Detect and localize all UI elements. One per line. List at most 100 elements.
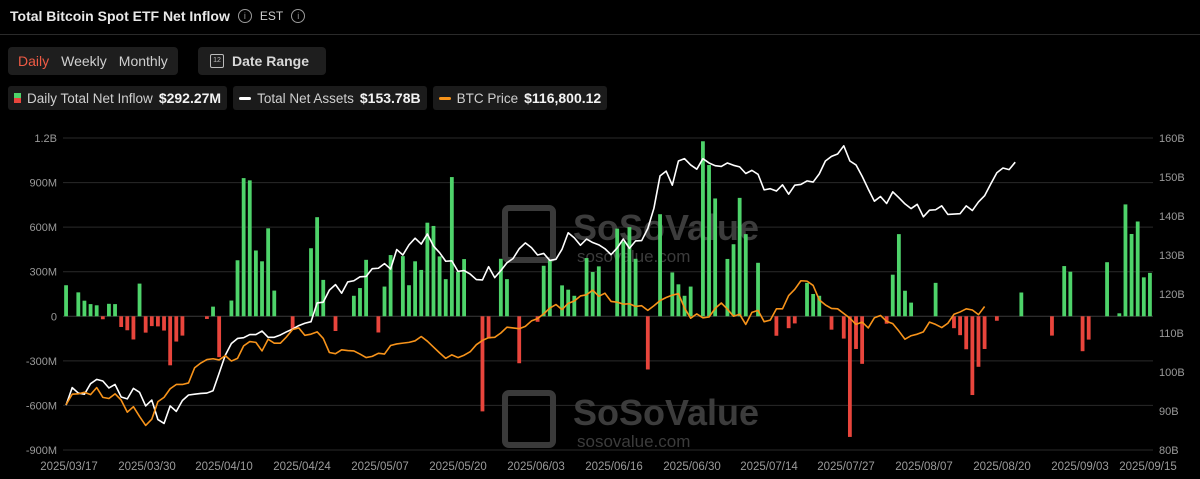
y-left-tick-label: 900M xyxy=(29,178,57,190)
x-tick-label: 2025/08/07 xyxy=(895,461,953,473)
watermark-logo-icon xyxy=(502,390,556,448)
watermark-site: sosovalue.com xyxy=(577,247,690,266)
x-tick-label: 2025/09/15 xyxy=(1119,461,1177,473)
inflow-bar xyxy=(933,282,938,317)
inflow-bar xyxy=(486,316,491,339)
inflow-bar xyxy=(1105,262,1109,317)
x-tick-label: 2025/04/24 xyxy=(273,461,331,473)
inflow-bar xyxy=(498,258,503,317)
inflow-bar xyxy=(645,316,650,370)
inflow-bar xyxy=(290,316,295,329)
y-left-tick-label: -900M xyxy=(26,445,57,457)
inflow-bar xyxy=(547,260,552,317)
x-tick-label: 2025/06/03 xyxy=(507,461,565,473)
y-right-tick-label: 80B xyxy=(1159,445,1179,457)
inflow-bar xyxy=(100,316,105,320)
inflow-bar xyxy=(321,279,326,317)
inflow-bar xyxy=(143,316,148,333)
bar-swatch-icon xyxy=(14,93,21,103)
y-right-tick-label: 110B xyxy=(1159,328,1184,340)
y-left-tick-label: -300M xyxy=(26,356,57,368)
inflow-bar xyxy=(437,256,442,317)
legend-value: $292.27M xyxy=(158,90,222,106)
inflow-bar xyxy=(860,316,865,364)
inflow-bar xyxy=(229,300,234,317)
inflow-bar xyxy=(792,316,797,324)
inflow-bar xyxy=(909,302,914,317)
inflow-bar xyxy=(952,316,956,329)
inflow-bar xyxy=(903,290,907,317)
inflow-bar xyxy=(596,266,601,317)
x-tick-label: 2025/07/27 xyxy=(817,461,875,473)
x-tick-label: 2025/04/10 xyxy=(195,461,253,473)
inflow-bar xyxy=(235,260,240,317)
tab-weekly[interactable]: Weekly xyxy=(61,53,107,69)
inflow-bar xyxy=(156,316,160,327)
date-range-button[interactable]: 12 Date Range xyxy=(198,47,326,75)
inflow-bar xyxy=(253,250,258,317)
inflow-bar xyxy=(811,294,816,317)
inflow-bar xyxy=(1135,221,1140,317)
calendar-icon: 12 xyxy=(210,54,224,68)
inflow-bar xyxy=(688,286,693,317)
x-tick-label: 2025/05/20 xyxy=(429,461,487,473)
inflow-bar xyxy=(1068,271,1073,317)
tab-monthly[interactable]: Monthly xyxy=(118,53,168,69)
y-left-tick-label: 600M xyxy=(29,222,57,234)
y-right-tick-label: 140B xyxy=(1159,211,1185,223)
inflow-bar xyxy=(970,316,975,396)
total-net-assets-line xyxy=(65,145,1016,425)
inflow-bar xyxy=(627,227,632,317)
info-icon[interactable]: i xyxy=(237,9,252,23)
inflow-bar xyxy=(774,316,779,336)
legend-total-net-assets[interactable]: Total Net Assets $153.78B xyxy=(233,86,427,110)
inflow-bar xyxy=(413,261,418,317)
inflow-bar xyxy=(309,248,313,317)
inflow-bar xyxy=(400,256,405,317)
inflow-bar xyxy=(805,282,809,317)
watermark-brand: SoSoValue xyxy=(573,392,759,433)
inflow-bar xyxy=(407,285,411,317)
inflow-bar xyxy=(725,258,730,317)
legend: Daily Total Net Inflow $292.27M Total Ne… xyxy=(8,86,608,110)
inflow-bar xyxy=(1129,233,1134,317)
inflow-bar xyxy=(217,316,222,358)
inflow-bar xyxy=(211,306,215,317)
tab-daily[interactable]: Daily xyxy=(18,53,50,69)
inflow-bar xyxy=(633,258,638,317)
inflow-bar xyxy=(584,258,589,317)
y-left-tick-label: 300M xyxy=(29,267,57,279)
inflow-bar xyxy=(590,272,595,317)
inflow-bar xyxy=(364,259,369,317)
inflow-bar xyxy=(456,271,460,317)
y-right-tick-label: 120B xyxy=(1159,289,1185,301)
inflow-bar xyxy=(676,284,681,317)
legend-btc-price[interactable]: BTC Price $116,800.12 xyxy=(432,86,608,110)
inflow-bar xyxy=(854,316,858,349)
inflow-bar xyxy=(88,304,93,317)
y-left-tick-label: -600M xyxy=(26,400,57,412)
inflow-bar xyxy=(149,316,154,327)
inflow-bar xyxy=(817,295,822,317)
y-right-tick-label: 130B xyxy=(1159,250,1185,262)
inflow-bar xyxy=(1123,204,1128,317)
timezone-label: EST xyxy=(259,9,284,23)
inflow-bar xyxy=(884,316,889,324)
inflow-bar xyxy=(1141,277,1146,317)
inflow-bar xyxy=(76,292,81,317)
inflow-bar xyxy=(1050,316,1054,336)
inflow-bar xyxy=(351,295,356,317)
timezone-info-icon[interactable]: i xyxy=(291,9,306,23)
inflow-bar xyxy=(737,197,742,317)
inflow-bar xyxy=(425,222,430,317)
inflow-bar xyxy=(890,274,895,317)
x-tick-label: 2025/06/30 xyxy=(663,461,721,473)
legend-label: Daily Total Net Inflow xyxy=(27,90,153,106)
inflow-bar xyxy=(1080,316,1085,352)
inflow-bar xyxy=(376,316,381,333)
interval-tabs: Daily Weekly Monthly xyxy=(8,47,178,75)
x-tick-label: 2025/03/17 xyxy=(40,461,98,473)
legend-net-inflow[interactable]: Daily Total Net Inflow $292.27M xyxy=(8,86,228,110)
inflow-bar xyxy=(168,316,173,366)
